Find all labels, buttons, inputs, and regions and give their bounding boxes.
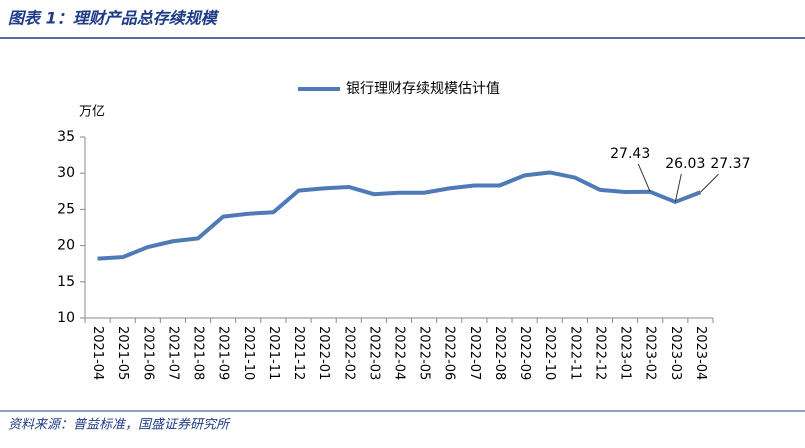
x-tick-label: 2021-10	[241, 326, 256, 380]
data-label: 27.37	[710, 156, 750, 172]
x-tick-label: 2021-09	[216, 326, 231, 380]
x-tick-label: 2022-04	[392, 326, 407, 380]
x-tick-label: 2021-08	[191, 326, 206, 380]
label-leader	[637, 163, 651, 193]
x-tick-label: 2022-06	[442, 326, 457, 380]
x-tick-label: 2021-06	[140, 326, 155, 380]
x-tick-label: 2023-02	[643, 326, 658, 380]
x-tick-label: 2021-11	[266, 326, 281, 380]
x-tick-label: 2021-05	[115, 326, 130, 380]
label-leader	[674, 173, 682, 203]
data-label: 27.43	[610, 146, 650, 162]
y-tick-label: 20	[57, 238, 75, 254]
x-tick-label: 2022-02	[341, 326, 356, 380]
x-tick-label: 2023-04	[693, 326, 708, 380]
x-tick-label: 2023-03	[668, 326, 683, 380]
x-tick-label: 2022-03	[366, 326, 381, 380]
x-tick-label: 2021-04	[90, 326, 105, 380]
y-tick-label: 15	[57, 274, 75, 290]
x-tick-label: 2022-11	[567, 326, 582, 380]
x-tick-label: 2021-07	[165, 326, 180, 380]
label-leader	[700, 173, 719, 193]
data-line	[97, 170, 702, 261]
y-unit: 万亿	[79, 105, 105, 120]
legend-label: 银行理财存续规模估计值	[346, 80, 500, 97]
x-tick-label: 2022-05	[417, 326, 432, 380]
x-tick-label: 2021-12	[291, 326, 306, 380]
x-tick-label: 2022-12	[592, 326, 607, 380]
y-tick-label: 30	[57, 165, 75, 181]
page-title: 图表 1：理财产品总存续规模	[8, 9, 220, 28]
x-tick-label: 2022-07	[467, 326, 482, 380]
x-tick-label: 2022-09	[517, 326, 532, 380]
y-tick-label: 10	[57, 310, 75, 326]
x-tick-label: 2022-10	[542, 326, 557, 380]
x-tick-label: 2022-01	[316, 326, 331, 380]
x-tick-label: 2023-01	[618, 326, 633, 380]
y-tick-label: 25	[57, 201, 75, 217]
source-note: 资料来源：普益标准，国盛证券研究所	[8, 417, 231, 433]
y-tick-label: 35	[57, 129, 75, 145]
data-label: 26.03	[665, 156, 705, 172]
x-tick-label: 2022-08	[492, 326, 507, 380]
